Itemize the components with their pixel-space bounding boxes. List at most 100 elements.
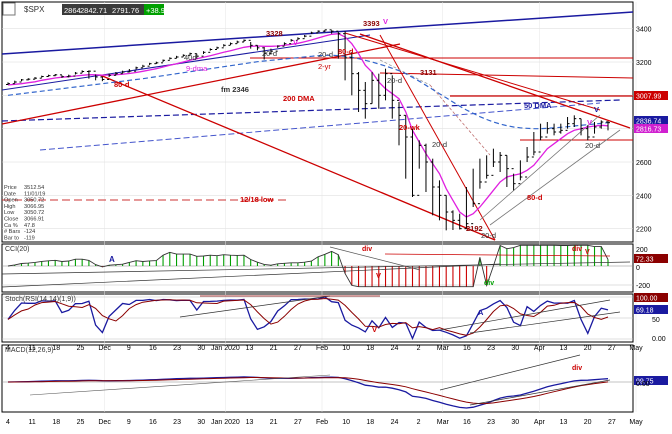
stoch-badge-bg [634, 293, 668, 302]
price-tick-label: 3400 [636, 27, 652, 34]
cci-histogram [14, 245, 609, 287]
info-value: 3066.95 [24, 204, 44, 210]
cci-red-line [384, 253, 611, 257]
red-down-channel [99, 74, 496, 241]
stoch-x-label: 27 [608, 345, 616, 352]
stoch-a-mark: A [478, 308, 484, 317]
blue-lower-channel [2, 34, 371, 91]
info-value: 47.8 [24, 223, 35, 229]
cci-tick-minus200: -200 [636, 283, 650, 290]
cci-div-1: div [362, 246, 372, 253]
macd-x-label: Mar [437, 419, 450, 426]
label-20d-a: 20-d [262, 49, 277, 58]
macd-panel [1, 344, 634, 413]
macd-x-label: 11 [29, 419, 36, 426]
stoch-label: Stoch(RSI(14,14)(1,9)) [5, 296, 76, 303]
macd-x-label: 24 [391, 419, 399, 426]
stoch-x-label: 18 [366, 345, 374, 352]
info-label: Price [4, 185, 17, 191]
label-80d-top: 80-d [338, 47, 354, 56]
label-20d-d: 20-d [432, 140, 447, 149]
label-3131: 3131 [420, 68, 437, 77]
grey-dashed-1 [379, 59, 431, 86]
stoch-x-label: 4 [6, 345, 10, 352]
macd-x-label: 23 [173, 419, 181, 426]
macd-x-label: 27 [294, 419, 302, 426]
info-value: -119 [24, 235, 35, 241]
stoch-trendline-1 [179, 295, 331, 318]
macd-x-label: Jan 2020 [211, 419, 240, 426]
label-3328: 3328 [266, 29, 283, 38]
stoch-x-label: May [629, 345, 643, 352]
stoch-x-label: Jan 2020 [211, 345, 240, 352]
cci-content: CCI(20) A div div div V V [2, 244, 633, 288]
cci-a-mark: A [109, 255, 115, 264]
info-label: Open [4, 198, 18, 204]
cci-tick-200: 200 [636, 247, 648, 254]
stoch-x-label: Feb [316, 345, 328, 352]
price-badge-label: 2836.74 [636, 119, 661, 126]
label-80d-bottom: 80-d [527, 193, 543, 202]
macd-x-label: 16 [463, 419, 471, 426]
stoch-d-line [7, 297, 609, 336]
macd-trendline-1 [439, 354, 581, 391]
header-change-box [144, 4, 164, 15]
macd-content: MACD(12,26,9) div [2, 347, 633, 409]
info-label: Ca % [4, 223, 18, 229]
stoch-badge-bg [634, 305, 668, 314]
stoch-trendline-2 [439, 299, 611, 331]
macd-badge-label: 99.75 [636, 379, 654, 386]
price-badge-label: 3007.99 [636, 94, 661, 101]
stoch-trendline-3 [469, 311, 621, 334]
label-9dma: 9-dma [186, 64, 208, 73]
header-change: +38.94 [146, 6, 169, 15]
stoch-badge-label: 69.18 [636, 308, 654, 315]
label-20d-e: 20-d [481, 231, 496, 240]
header-icon [2, 2, 16, 16]
macd-x-label: 13 [560, 419, 568, 426]
stoch-x-label: 23 [173, 345, 181, 352]
grey-up-line [479, 114, 601, 221]
label-2192: 2192 [466, 224, 483, 233]
price-tick-label: 2600 [636, 160, 652, 167]
macd-x-label: 16 [149, 419, 157, 426]
grey-up-line-2 [489, 129, 621, 226]
stoch-x-label: 25 [77, 345, 85, 352]
stoch-x-label: 18 [52, 345, 60, 352]
macd-div-mark: div [572, 365, 582, 372]
price-badge-bg [634, 124, 668, 133]
macd-x-label: 23 [487, 419, 495, 426]
cci-trendline-2 [2, 261, 631, 275]
stoch-x-label: 16 [463, 345, 471, 352]
label-3393: 3393 [363, 19, 380, 28]
label-1218-low: 12/18 low [240, 195, 274, 204]
cci-v-mark-2: V [585, 249, 590, 256]
header-value-2: 2842.71 [80, 6, 107, 15]
stoch-x-label: 13 [560, 345, 568, 352]
stoch-badge-label: 100.00 [636, 296, 658, 303]
macd-x-label: 9 [127, 419, 131, 426]
red-descending-line [359, 33, 631, 129]
header-value-3: 2791.76 [112, 6, 139, 15]
info-value: -124 [24, 229, 35, 235]
cci-line [7, 244, 609, 288]
macd-x-label: 30 [197, 419, 205, 426]
macd-x-label: Feb [316, 419, 328, 426]
stoch-x-label: 23 [487, 345, 495, 352]
label-v-top: V [383, 17, 388, 26]
macd-x-label: Apr [534, 419, 546, 426]
header-values-box [62, 4, 162, 15]
stoch-x-label: 27 [294, 345, 302, 352]
label-80d-left: 80-d [114, 80, 130, 89]
red-horizontal-3131 [379, 72, 633, 79]
macd-trendline-2 [469, 379, 611, 406]
label-40d: 40d [184, 53, 197, 62]
cci-tick-0: 0 [636, 265, 640, 272]
cci-badge-bg [634, 254, 668, 263]
label-200dma: 200 DMA [283, 94, 315, 103]
price-badge-bg [634, 116, 668, 125]
cci-label: CCI(20) [5, 246, 30, 253]
stoch-x-label: 9 [127, 345, 131, 352]
